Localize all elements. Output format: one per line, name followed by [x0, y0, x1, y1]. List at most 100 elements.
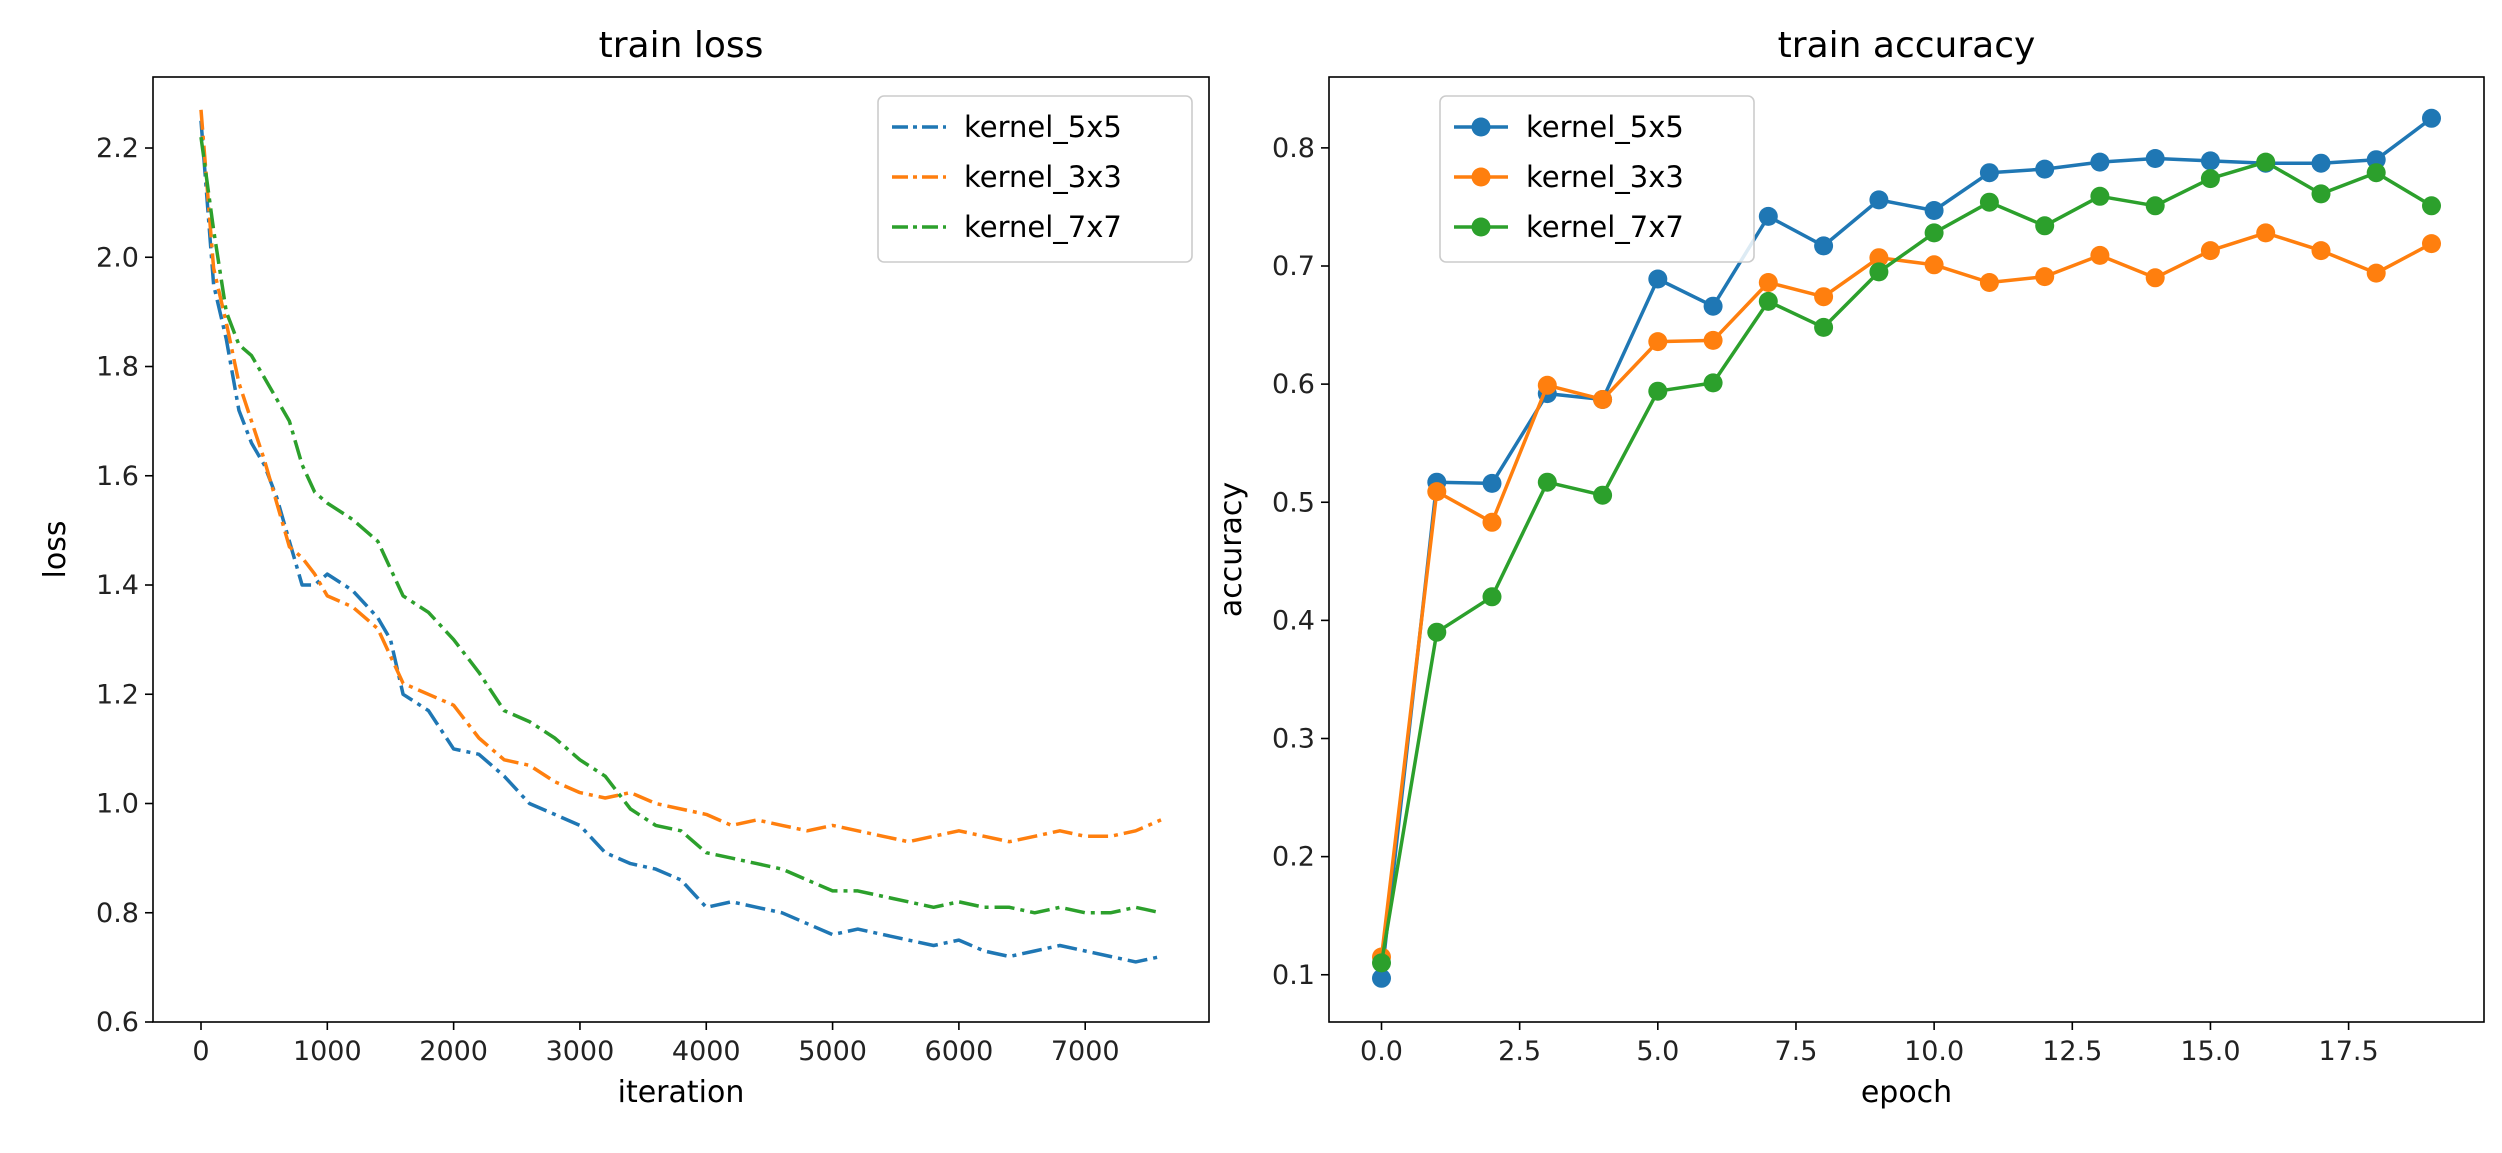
data-point-kernel-3x3	[2090, 245, 2110, 265]
data-point-kernel-3x3	[1703, 330, 1723, 350]
x-tick-label: 5000	[798, 1036, 867, 1067]
x-tick-label: 6000	[925, 1036, 994, 1067]
data-point-kernel-5x5	[1814, 236, 1834, 256]
data-point-kernel-7x7	[1703, 373, 1723, 393]
data-point-kernel-3x3	[1648, 332, 1668, 352]
y-tick-label: 0.5	[1272, 487, 1315, 518]
data-point-kernel-7x7	[1372, 953, 1391, 973]
x-tick-label: 15.0	[2180, 1036, 2240, 1067]
data-point-kernel-3x3	[1758, 273, 1778, 292]
train-loss-panel: 0 1000 2000 3000 4000 5000 6000 7000 0.6 0.8 1.0 1.…	[38, 25, 1210, 1110]
x-tick-label: 10.0	[1904, 1036, 1964, 1067]
y-tick-label: 0.1	[1272, 960, 1315, 991]
data-point-kernel-7x7	[2035, 216, 2055, 236]
y-tick-label: 1.6	[96, 461, 139, 492]
y-tick-label: 1.4	[96, 570, 139, 601]
series-line-kernel-5x5	[199, 120, 1162, 964]
data-point-kernel-7x7	[1979, 192, 1999, 212]
y-tick-label: 1.2	[96, 679, 139, 710]
data-point-kernel-3x3	[2422, 234, 2441, 254]
y-tick-label: 0.8	[1272, 133, 1315, 164]
x-tick-label: 2000	[419, 1036, 488, 1067]
x-tick-label: 3000	[546, 1036, 615, 1067]
data-point-kernel-5x5	[1758, 206, 1778, 226]
x-tick-label: 5.0	[1636, 1036, 1679, 1067]
data-point-kernel-5x5	[1869, 190, 1889, 210]
data-point-kernel-7x7	[1593, 485, 1613, 505]
data-point-kernel-7x7	[1869, 262, 1889, 282]
data-point-kernel-3x3	[2366, 263, 2386, 283]
train-accuracy-panel: 0.0 2.5 5.0 7.5 10.0 12.5 15.0 17.5 0.1 0.2 0.3 0.4…	[1214, 25, 2485, 1110]
y-tick-label: 2.0	[96, 242, 139, 273]
legend-label-kernel-7x7: kernel_7x7	[964, 210, 1122, 244]
x-tick-label: 12.5	[2042, 1036, 2102, 1067]
y-tick-label: 2.2	[96, 133, 139, 164]
x-tick-label: 1000	[293, 1036, 362, 1067]
data-point-kernel-5x5	[2366, 150, 2386, 170]
series-group	[1372, 108, 2441, 988]
legend-label-kernel-3x3: kernel_3x3	[1526, 160, 1684, 194]
data-point-kernel-7x7	[2200, 169, 2220, 189]
x-tick-label: 2.5	[1498, 1036, 1541, 1067]
x-tick-label: 0	[192, 1036, 209, 1067]
data-point-kernel-3x3	[2311, 241, 2331, 261]
y-tick-label: 0.2	[1272, 842, 1315, 873]
data-point-kernel-3x3	[2256, 223, 2276, 243]
data-point-kernel-7x7	[2422, 196, 2441, 216]
y-tick-label: 1.8	[96, 352, 139, 383]
x-tick-label: 7000	[1051, 1036, 1120, 1067]
data-point-kernel-3x3	[1427, 482, 1447, 502]
legend-marker-kernel-7x7	[1471, 217, 1491, 237]
data-point-kernel-3x3	[1979, 273, 1999, 292]
legend-box	[877, 95, 1193, 263]
chart-title: train accuracy	[1778, 25, 2036, 66]
data-point-kernel-7x7	[1814, 317, 1834, 337]
data-point-kernel-3x3	[1482, 512, 1502, 532]
data-point-kernel-7x7	[2256, 152, 2276, 172]
x-tick-label: 0.0	[1360, 1036, 1403, 1067]
series-line-kernel-3x3	[1379, 231, 2433, 958]
data-point-kernel-3x3	[2200, 241, 2220, 261]
data-point-kernel-7x7	[2145, 196, 2165, 216]
legend-label-kernel-7x7: kernel_7x7	[1526, 210, 1684, 244]
x-tick-label: 7.5	[1774, 1036, 1817, 1067]
y-tick-label: 0.4	[1272, 605, 1315, 636]
y-tick-label: 0.8	[96, 898, 139, 929]
x-axis-label: iteration	[618, 1075, 745, 1110]
data-point-kernel-7x7	[1427, 622, 1447, 642]
legend-marker-kernel-5x5	[1471, 117, 1491, 137]
data-point-kernel-3x3	[1814, 287, 1834, 307]
data-point-kernel-5x5	[2422, 108, 2441, 128]
x-tick-label: 4000	[672, 1036, 741, 1067]
series-group	[199, 109, 1162, 964]
data-point-kernel-5x5	[1372, 968, 1391, 988]
data-point-kernel-3x3	[1593, 390, 1613, 409]
legend-label-kernel-5x5: kernel_5x5	[1526, 110, 1684, 144]
chart-title: train loss	[599, 25, 764, 66]
axes-frame	[1328, 76, 2485, 1023]
axes-frame	[152, 76, 1210, 1023]
y-tick-label: 0.3	[1272, 724, 1315, 755]
x-tick-label: 17.5	[2319, 1036, 2379, 1067]
data-point-kernel-5x5	[2200, 151, 2220, 171]
data-point-kernel-5x5	[1648, 269, 1668, 289]
data-point-kernel-3x3	[1924, 255, 1944, 275]
data-point-kernel-3x3	[2035, 267, 2055, 287]
data-point-kernel-7x7	[2311, 184, 2331, 204]
legend: kernel_5x5 kernel_3x3 kernel_7x7	[1439, 95, 1755, 263]
legend: kernel_5x5 kernel_3x3 kernel_7x7	[877, 95, 1193, 263]
data-point-kernel-7x7	[1482, 587, 1502, 607]
legend-label-kernel-5x5: kernel_5x5	[964, 110, 1122, 144]
data-point-kernel-3x3	[2145, 268, 2165, 288]
data-point-kernel-7x7	[2090, 186, 2110, 206]
legend-label-kernel-3x3: kernel_3x3	[964, 160, 1122, 194]
data-point-kernel-7x7	[1537, 472, 1557, 492]
y-tick-label: 0.7	[1272, 251, 1315, 282]
data-point-kernel-5x5	[2311, 153, 2331, 173]
data-point-kernel-5x5	[1924, 201, 1944, 220]
legend-marker-kernel-3x3	[1471, 167, 1491, 187]
data-point-kernel-7x7	[1758, 291, 1778, 311]
data-point-kernel-7x7	[1648, 381, 1668, 401]
data-point-kernel-5x5	[2145, 149, 2165, 168]
